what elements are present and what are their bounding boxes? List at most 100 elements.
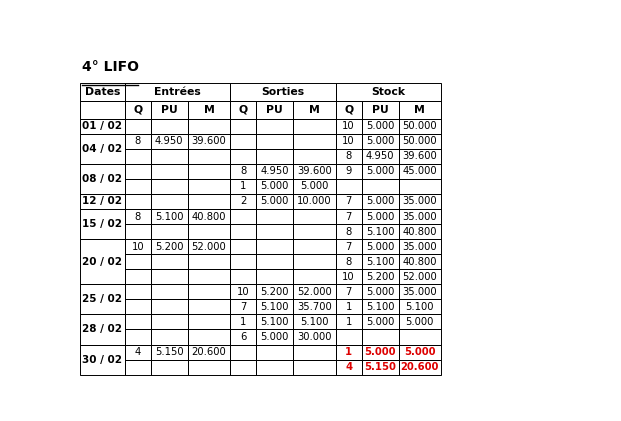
Bar — [188, 239, 230, 254]
Bar — [151, 194, 188, 209]
Bar — [335, 314, 361, 330]
Text: 4° LIFO: 4° LIFO — [83, 60, 140, 74]
Bar — [125, 194, 151, 209]
Text: 1: 1 — [345, 302, 351, 312]
Text: 10: 10 — [237, 287, 250, 297]
Bar — [230, 179, 256, 194]
Text: 8: 8 — [135, 211, 141, 221]
Bar — [293, 101, 335, 119]
Bar — [256, 119, 293, 133]
Text: Entrées: Entrées — [154, 87, 201, 97]
Bar — [335, 119, 361, 133]
Bar — [256, 269, 293, 284]
Text: 39.600: 39.600 — [297, 166, 332, 176]
Text: 6: 6 — [240, 332, 247, 342]
Bar — [80, 194, 125, 209]
Text: 5.100: 5.100 — [366, 257, 394, 267]
Bar — [125, 101, 151, 119]
Text: Sorties: Sorties — [261, 87, 304, 97]
Text: M: M — [309, 105, 320, 115]
Bar — [125, 284, 151, 299]
Bar — [361, 224, 399, 239]
Bar — [293, 133, 335, 149]
Text: 5.000: 5.000 — [366, 166, 394, 176]
Bar — [256, 299, 293, 314]
Bar — [293, 284, 335, 299]
Text: 8: 8 — [345, 257, 351, 267]
Bar — [125, 299, 151, 314]
Text: 7: 7 — [345, 242, 351, 252]
Text: Q: Q — [134, 105, 142, 115]
Bar — [256, 133, 293, 149]
Text: 10: 10 — [132, 242, 144, 252]
Bar — [188, 119, 230, 133]
Text: 5.000: 5.000 — [366, 121, 394, 131]
Bar — [188, 133, 230, 149]
Text: 28 / 02: 28 / 02 — [83, 325, 122, 335]
Bar — [230, 254, 256, 269]
Text: 10: 10 — [342, 121, 355, 131]
Bar — [361, 239, 399, 254]
Bar — [399, 194, 441, 209]
Bar — [335, 254, 361, 269]
Text: 5.000: 5.000 — [366, 211, 394, 221]
Bar — [256, 101, 293, 119]
Text: 4.950: 4.950 — [260, 166, 289, 176]
Bar — [256, 194, 293, 209]
Bar — [256, 149, 293, 164]
Bar — [151, 119, 188, 133]
Bar — [399, 164, 441, 179]
Bar — [125, 330, 151, 344]
Bar — [230, 209, 256, 224]
Bar — [361, 330, 399, 344]
Text: 7: 7 — [345, 287, 351, 297]
Bar — [151, 284, 188, 299]
Bar — [125, 239, 151, 254]
Text: 40.800: 40.800 — [402, 226, 437, 237]
Bar — [151, 209, 188, 224]
Text: 5.000: 5.000 — [366, 197, 394, 206]
Bar — [151, 239, 188, 254]
Bar — [335, 164, 361, 179]
Bar — [151, 344, 188, 360]
Bar — [399, 314, 441, 330]
Text: 1: 1 — [345, 317, 351, 327]
Bar — [361, 314, 399, 330]
Bar — [399, 360, 441, 375]
Text: PU: PU — [161, 105, 178, 115]
Text: 35.000: 35.000 — [402, 287, 437, 297]
Bar — [256, 284, 293, 299]
Text: 50.000: 50.000 — [402, 121, 437, 131]
Bar — [151, 269, 188, 284]
Bar — [151, 360, 188, 375]
Bar — [256, 209, 293, 224]
Bar — [230, 299, 256, 314]
Text: 1: 1 — [240, 181, 247, 192]
Bar — [335, 224, 361, 239]
Bar — [80, 209, 125, 239]
Bar — [188, 179, 230, 194]
Text: 35.000: 35.000 — [402, 211, 437, 221]
Bar — [335, 194, 361, 209]
Bar — [361, 133, 399, 149]
Bar — [188, 314, 230, 330]
Bar — [293, 119, 335, 133]
Bar — [188, 164, 230, 179]
Text: 39.600: 39.600 — [402, 151, 437, 161]
Text: 5.100: 5.100 — [366, 302, 394, 312]
Bar — [188, 269, 230, 284]
Bar — [230, 83, 335, 101]
Bar — [293, 330, 335, 344]
Bar — [335, 179, 361, 194]
Bar — [335, 83, 441, 101]
Text: 5.000: 5.000 — [261, 197, 289, 206]
Bar — [361, 360, 399, 375]
Text: 4: 4 — [135, 347, 141, 357]
Text: 5.000: 5.000 — [366, 136, 394, 146]
Text: 25 / 02: 25 / 02 — [83, 294, 122, 304]
Bar — [293, 254, 335, 269]
Bar — [125, 254, 151, 269]
Bar — [256, 314, 293, 330]
Bar — [361, 149, 399, 164]
Bar — [125, 83, 230, 101]
